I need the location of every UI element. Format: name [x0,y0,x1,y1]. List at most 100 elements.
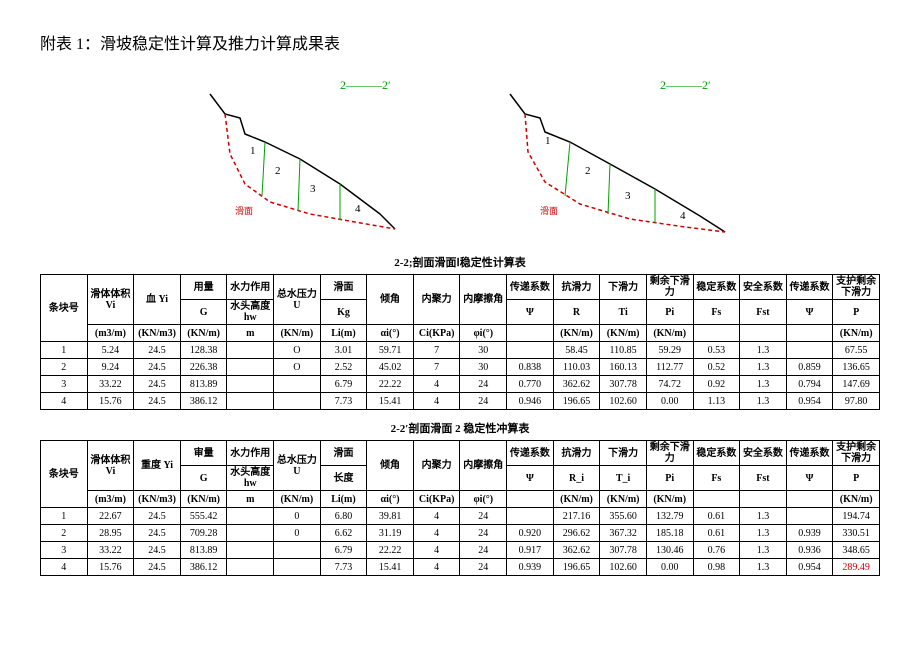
cell: 24.5 [134,359,181,376]
th: Fst [740,466,787,491]
unit-cell: (KN/m) [274,325,321,342]
cell: 15.41 [367,559,414,576]
cell: 33.22 [87,542,134,559]
cell: 0.61 [693,508,740,525]
slice-num: 4 [680,210,686,222]
cell: 132.79 [646,508,693,525]
cell: 0.770 [507,376,554,393]
diagram-row: 2———2′ 1 2 3 4 滑面 2———2′ 1 2 3 4 滑面 [40,74,880,234]
table-row: 333.2224.5813.896.7922.224240.917362.623… [41,542,880,559]
cell: 30 [460,359,507,376]
th: 水力作用 [227,441,274,466]
unit-cell [786,491,833,508]
cell: 217.16 [553,508,600,525]
th: R_i [553,466,600,491]
unit-cell [507,491,554,508]
th: 安全系数 [740,441,787,466]
cell: 97.80 [833,393,880,410]
diagram-right: 2———2′ 1 2 3 4 滑面 [490,74,750,234]
cell: 226.38 [180,359,227,376]
unit-cell: (m3/m) [87,491,134,508]
th: 滑面 [320,441,367,466]
th: 水头高度hw [227,300,274,325]
cell: 0.61 [693,525,740,542]
table-row: 415.7624.5386.127.7315.414240.939196.651… [41,559,880,576]
th: Pi [646,300,693,325]
cell: 2 [41,359,88,376]
cell: 7.73 [320,393,367,410]
cell: 0.76 [693,542,740,559]
cell: 1.3 [740,359,787,376]
th: 抗滑力 [553,275,600,300]
table-row: 29.2424.5226.38O2.5245.027300.838110.031… [41,359,880,376]
cell: 74.72 [646,376,693,393]
unit-cell: (KN/m3) [134,491,181,508]
th: T_i [600,466,647,491]
cell: 15.76 [87,393,134,410]
cell: 33.22 [87,376,134,393]
th: 水头高度 hw [227,466,274,491]
cell: 24.5 [134,525,181,542]
cell: 3 [41,542,88,559]
slice-line-2 [608,164,610,214]
th: 内聚力 [413,275,460,325]
cell: 130.46 [646,542,693,559]
cell: 196.65 [553,393,600,410]
cell: 1.3 [740,376,787,393]
unit-cell: φi(°) [460,491,507,508]
th: 条块号 [41,441,88,508]
th: 支护剩余下滑力 [833,275,880,300]
cell: 67.55 [833,342,880,359]
th: P [833,466,880,491]
th: 长度 [320,466,367,491]
unit-cell [786,325,833,342]
unit-cell: Li(m) [320,325,367,342]
cell: 6.79 [320,542,367,559]
cell: 813.89 [180,376,227,393]
section-label: 2———2′ [660,78,711,92]
cell: 196.65 [553,559,600,576]
cell: 22.22 [367,542,414,559]
cell: 24.5 [134,508,181,525]
cell: 31.19 [367,525,414,542]
th: 抗滑力 [553,441,600,466]
cell: 0 [274,508,321,525]
slice-line-1 [262,142,265,196]
cell: O [274,342,321,359]
cell: 0.92 [693,376,740,393]
cell: 102.60 [600,559,647,576]
unit-cell: m [227,325,274,342]
cell: 6.80 [320,508,367,525]
cell: 24 [460,376,507,393]
th: 稳定系数 [693,441,740,466]
table1: 条块号 滑体体积 Vi 血 Yi 用量 水力作用 总水压力 U 滑面 倾角 内聚… [40,274,880,410]
cell: 160.13 [600,359,647,376]
th: 水力作用 [227,275,274,300]
th: 稳定系数 [693,275,740,300]
unit-cell [693,325,740,342]
th: 重度 Yi [134,441,181,491]
cell: 24 [460,542,507,559]
cell [227,393,274,410]
cell: 296.62 [553,525,600,542]
cell: 4 [41,559,88,576]
cell: 4 [41,393,88,410]
cell: 330.51 [833,525,880,542]
cell: 0.53 [693,342,740,359]
cell: 5.24 [87,342,134,359]
cell: 102.60 [600,393,647,410]
th: Fs [693,466,740,491]
cell: 194.74 [833,508,880,525]
unit-cell: (KN/m) [646,491,693,508]
th: 安全系数 [740,275,787,300]
table1-body: 15.2424.5128.38O3.0159.7173058.45110.855… [41,342,880,410]
slice-num: 1 [250,145,256,157]
cell: 1.3 [740,559,787,576]
cell: 362.62 [553,542,600,559]
th: 滑面 [320,275,367,300]
cell: 59.71 [367,342,414,359]
slice-num: 2 [585,165,591,177]
cell: 1.3 [740,508,787,525]
cell: 709.28 [180,525,227,542]
cell: 28.95 [87,525,134,542]
